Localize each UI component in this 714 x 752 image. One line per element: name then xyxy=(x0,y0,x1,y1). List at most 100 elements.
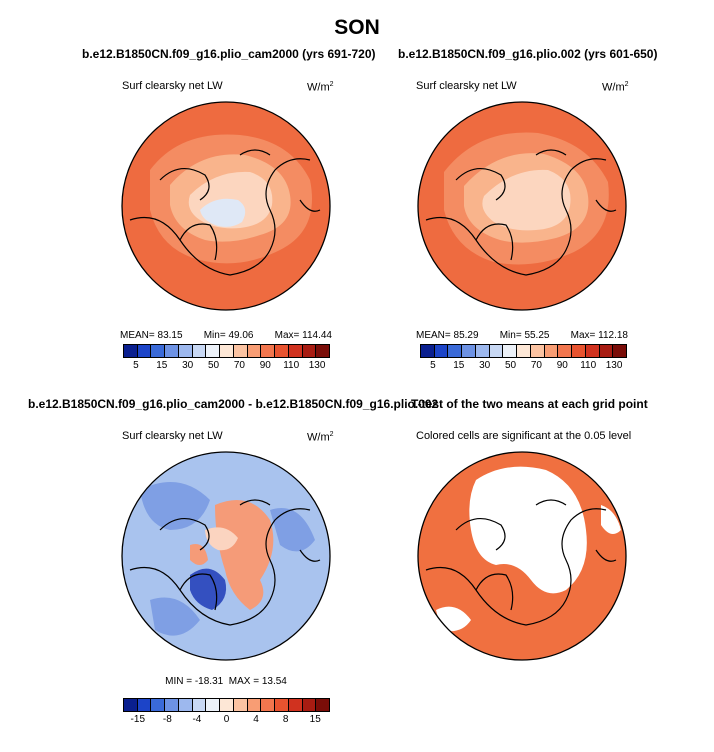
colorbar-cell xyxy=(502,345,517,357)
stats-top-right: MEAN= 85.29 Min= 55.25 Max= 112.18 xyxy=(416,330,628,341)
colorbar-tick-label: 70 xyxy=(233,360,245,371)
colorbar-cell xyxy=(260,699,275,711)
colorbar-tick-label: 15 xyxy=(156,360,168,371)
colorbar-cell xyxy=(598,345,613,357)
polar-map-bottom-right xyxy=(417,451,627,661)
colorbar-cell xyxy=(543,345,558,357)
panel-title-bottom-right: T-test of the two means at each grid poi… xyxy=(411,397,648,411)
colorbar-tick-label: 130 xyxy=(308,360,326,371)
colorbar-tick-label: 4 xyxy=(253,714,259,725)
colorbar-cell xyxy=(191,345,206,357)
colorbar-tick-label: 15 xyxy=(453,360,465,371)
panel-subtitle-bottom-right: Colored cells are significant at the 0.0… xyxy=(416,430,632,442)
colorbar-cell xyxy=(274,699,288,711)
colorbar-cell xyxy=(191,699,206,711)
colorbar-cell xyxy=(474,345,489,357)
colorbar-tick-label: 5 xyxy=(133,360,139,371)
stats-bottom-left: MIN = -18.31 MAX = 13.54 xyxy=(165,676,287,687)
colorbar-cell xyxy=(177,345,192,357)
colorbar-tick-label: 90 xyxy=(259,360,271,371)
colorbar-top-right xyxy=(420,344,627,358)
field-pale xyxy=(205,527,238,551)
colorbar-tick-label: 30 xyxy=(479,360,491,371)
colorbar-tick-label: -15 xyxy=(130,714,146,725)
panel-subtitle-top-left: Surf clearsky net LW xyxy=(122,80,223,92)
colorbar-cell xyxy=(557,345,572,357)
colorbar-cell xyxy=(571,345,585,357)
colorbar-cell xyxy=(260,345,275,357)
colorbar-cell xyxy=(516,345,530,357)
colorbar-tick-label: 50 xyxy=(505,360,517,371)
units-top-right: W/m2 xyxy=(602,81,629,94)
colorbar-cell xyxy=(287,345,302,357)
colorbar-ticks-top-right: 5 15 30 50 70 90 110 130 xyxy=(420,360,627,374)
colorbar-cell xyxy=(301,699,316,711)
colorbar-tick-label: 50 xyxy=(208,360,220,371)
colorbar-cell xyxy=(150,699,165,711)
colorbar-tick-label: 130 xyxy=(605,360,623,371)
colorbar-cell xyxy=(205,699,220,711)
colorbar-cell xyxy=(219,699,233,711)
colorbar-tick-label: 8 xyxy=(282,714,289,725)
colorbar-cell xyxy=(433,345,448,357)
coastline xyxy=(129,499,321,626)
colorbar-cell xyxy=(177,699,192,711)
polar-map-top-right xyxy=(417,101,627,311)
panel-subtitle-top-right: Surf clearsky net LW xyxy=(416,80,517,92)
colorbar-tick-label: 110 xyxy=(580,360,597,371)
panel-subtitle-bottom-left: Surf clearsky net LW xyxy=(122,430,223,442)
colorbar-tick-label: 70 xyxy=(530,360,542,371)
colorbar-cell xyxy=(164,699,178,711)
field-blue xyxy=(140,482,315,636)
colorbar-tick-label: -4 xyxy=(192,714,202,725)
colorbar-cell xyxy=(232,699,247,711)
colorbar-tick-label: 0 xyxy=(223,714,230,725)
colorbar-cell xyxy=(136,699,151,711)
field-ice xyxy=(200,198,246,227)
colorbar-cell xyxy=(232,345,247,357)
colorbar-tick-label: 15 xyxy=(309,714,321,725)
units-top-left: W/m2 xyxy=(307,81,334,94)
field-positive xyxy=(190,500,274,610)
coastline xyxy=(425,149,617,276)
colorbar-top-left xyxy=(123,344,330,358)
panel-title-top-right: b.e12.B1850CN.f09_g16.plio.002 (yrs 601-… xyxy=(398,47,658,61)
colorbar-tick-label: 5 xyxy=(430,360,436,371)
colorbar-cell xyxy=(124,345,137,357)
colorbar-cell xyxy=(612,345,627,357)
colorbar-cell xyxy=(219,345,233,357)
units-bottom-left: W/m2 xyxy=(307,431,334,444)
colorbar-ticks-bottom-left: -15 -8 -4 0 4 8 15 xyxy=(123,714,330,728)
colorbar-cell xyxy=(315,345,330,357)
stats-top-left: MEAN= 83.15 Min= 49.06 Max= 114.44 xyxy=(120,330,332,341)
colorbar-cell xyxy=(584,345,599,357)
coastline xyxy=(425,499,617,626)
colorbar-cell xyxy=(164,345,178,357)
colorbar-bottom-left xyxy=(123,698,330,712)
colorbar-cell xyxy=(421,345,434,357)
colorbar-cell xyxy=(246,699,261,711)
polar-map-top-left xyxy=(121,101,331,311)
colorbar-ticks-top-left: 5 15 30 50 70 90 110 130 xyxy=(123,360,330,374)
figure-title: SON xyxy=(334,16,380,39)
colorbar-tick-label: 30 xyxy=(182,360,194,371)
colorbar-cell xyxy=(246,345,261,357)
coastline xyxy=(129,149,321,276)
colorbar-tick-label: -8 xyxy=(162,714,172,725)
colorbar-tick-label: 110 xyxy=(283,360,300,371)
colorbar-cell xyxy=(488,345,503,357)
panel-title-bottom-left: b.e12.B1850CN.f09_g16.plio_cam2000 - b.e… xyxy=(28,397,439,411)
polar-map-bottom-left xyxy=(121,451,331,661)
colorbar-tick-label: 90 xyxy=(556,360,568,371)
colorbar-cell xyxy=(205,345,220,357)
panel-title-top-left: b.e12.B1850CN.f09_g16.plio_cam2000 (yrs … xyxy=(82,47,376,61)
colorbar-cell xyxy=(315,699,330,711)
colorbar-cell xyxy=(447,345,462,357)
colorbar-cell xyxy=(136,345,151,357)
colorbar-cell xyxy=(287,699,302,711)
colorbar-cell xyxy=(124,699,137,711)
colorbar-cell xyxy=(274,345,288,357)
field-not-significant xyxy=(436,466,621,632)
colorbar-cell xyxy=(461,345,475,357)
colorbar-cell xyxy=(529,345,544,357)
